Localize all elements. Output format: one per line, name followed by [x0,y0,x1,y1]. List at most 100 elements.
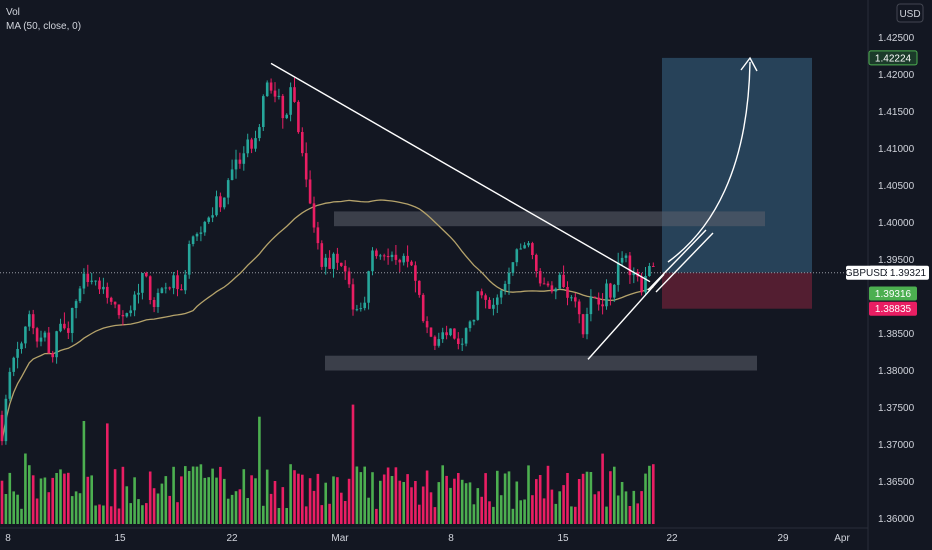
volume-bar [24,453,27,524]
volume-bar [410,487,413,524]
time-tick-label: 15 [557,533,569,544]
resistance-zone[interactable] [334,211,765,227]
ma-legend[interactable]: MA (50, close, 0) [6,21,82,32]
candle-body [343,265,347,272]
long-position-stop-box[interactable] [662,272,812,309]
candle-body [145,273,148,277]
candle-body [246,139,249,154]
candle-body [472,319,476,322]
volume-bar [117,508,121,524]
candle-body [74,301,78,308]
candle-body [211,215,214,218]
candle-body [589,296,593,315]
candle-body [546,283,550,286]
price-tick-label: 1.37500 [878,403,915,414]
volume-bar [499,495,503,524]
volume-bar [35,498,39,524]
candle-body [4,398,8,442]
candle-body [215,196,218,216]
candle-body [515,249,519,263]
volume-bar [570,506,573,524]
breakout-channel-line[interactable] [647,229,707,291]
candle-body [332,253,335,269]
volume-bar [16,494,19,524]
support-zone[interactable] [325,355,757,371]
volume-bar [160,483,164,524]
volume-bar [258,416,261,524]
volume-bar [433,507,437,524]
currency-label: USD [899,9,920,20]
price-tick-label: 1.41000 [878,144,915,155]
price-tick-label: 1.42000 [878,70,915,81]
candle-body [558,274,561,289]
volume-bar [195,466,199,524]
candle-body [250,139,253,149]
volume-bar [382,474,386,524]
candle-body [226,180,230,198]
candle-body [59,323,62,332]
candle-body [574,297,577,302]
volume-bar [652,464,655,524]
candle-body [24,326,27,344]
volume-bar [347,478,351,524]
volume-bar [223,478,226,524]
candle-body [492,304,495,309]
volume-bar [503,473,507,524]
volume-bar [609,471,612,524]
volume-bar [375,508,378,524]
candle-body [406,255,409,262]
volume-bar [566,473,569,524]
projection-arrow[interactable] [667,61,751,263]
volume-bar [234,491,238,524]
time-tick-label: Mar [331,533,349,544]
price-tick-label: 1.38500 [878,329,915,340]
candle-body [632,272,636,276]
volume-bar [640,491,643,524]
candle-body [550,285,554,292]
price-tick-label: 1.41500 [878,107,915,118]
candle-body [258,127,261,139]
time-tick-label: 8 [5,533,11,544]
candle-body [496,297,499,305]
volume-bar [328,503,331,524]
candle-body [172,275,175,289]
volume-bar [379,480,382,524]
volume-bar [550,489,554,524]
volume-bar [98,504,101,524]
candle-body [476,291,480,320]
time-tick-label: 15 [114,533,126,544]
candle-body [320,243,324,267]
candle-body [223,197,226,208]
descending-trendline[interactable] [270,62,651,283]
volume-bar [187,471,191,524]
drawings[interactable] [270,56,758,360]
volume-bar [453,478,456,524]
candle-body [640,276,643,293]
time-axis[interactable]: 8 15 22 Mar 8 15 22 29 Apr [5,533,850,544]
candle-body [0,414,4,442]
candle-body [82,273,86,289]
volume-bar [238,489,242,524]
candle-body [117,304,121,316]
volume-bar [43,477,47,524]
volume-legend[interactable]: Vol [6,7,20,18]
volume-bar [211,468,214,524]
volume-bar [113,469,117,524]
volume-bar [355,466,359,524]
candle-body [484,295,487,300]
currency-button[interactable]: USD [896,3,924,23]
candle-body [382,255,386,257]
volume-bar [180,476,183,524]
breakout-channel-line[interactable] [655,232,714,293]
ascending-trendline[interactable] [587,273,665,360]
volume-bar [476,488,480,524]
volume-bar [460,479,464,524]
long-position-target-box[interactable] [662,57,812,273]
candle-body [98,280,101,290]
candle-body [605,283,608,307]
candle-body [230,169,234,180]
candle-body [238,159,242,164]
candle-body [78,288,82,302]
candle-body [402,255,405,263]
